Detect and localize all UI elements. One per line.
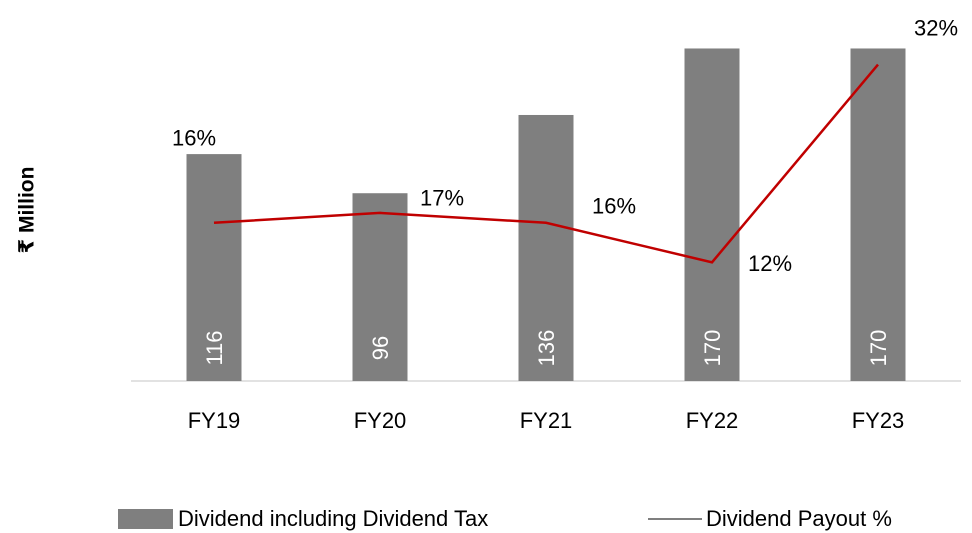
bar — [850, 48, 906, 381]
line-value-label: 12% — [748, 251, 792, 276]
legend-label: Dividend Payout % — [706, 506, 892, 531]
legend-label: Dividend including Dividend Tax — [178, 506, 488, 531]
x-tick-label: FY23 — [852, 408, 905, 433]
bar — [684, 48, 740, 381]
bar-value-label: 116 — [202, 330, 227, 365]
line-value-label: 17% — [420, 186, 464, 211]
line-value-label: 16% — [592, 194, 636, 219]
bar-value-label: 96 — [368, 336, 393, 360]
bar — [186, 154, 242, 381]
bar — [518, 114, 574, 381]
bar-value-label: 170 — [700, 330, 725, 367]
line-value-label: 16% — [172, 126, 216, 151]
x-tick-label: FY19 — [188, 408, 241, 433]
x-tick-label: FY21 — [520, 408, 573, 433]
legend-swatch — [118, 509, 173, 529]
bar — [352, 193, 408, 381]
y-axis-title: ₹ Million — [16, 167, 39, 254]
line — [213, 63, 879, 264]
x-tick-label: FY20 — [354, 408, 407, 433]
bar-value-label: 136 — [534, 330, 559, 367]
x-tick-label: FY22 — [686, 408, 739, 433]
bar-value-label: 170 — [866, 330, 891, 367]
line-value-label: 32% — [914, 15, 958, 40]
